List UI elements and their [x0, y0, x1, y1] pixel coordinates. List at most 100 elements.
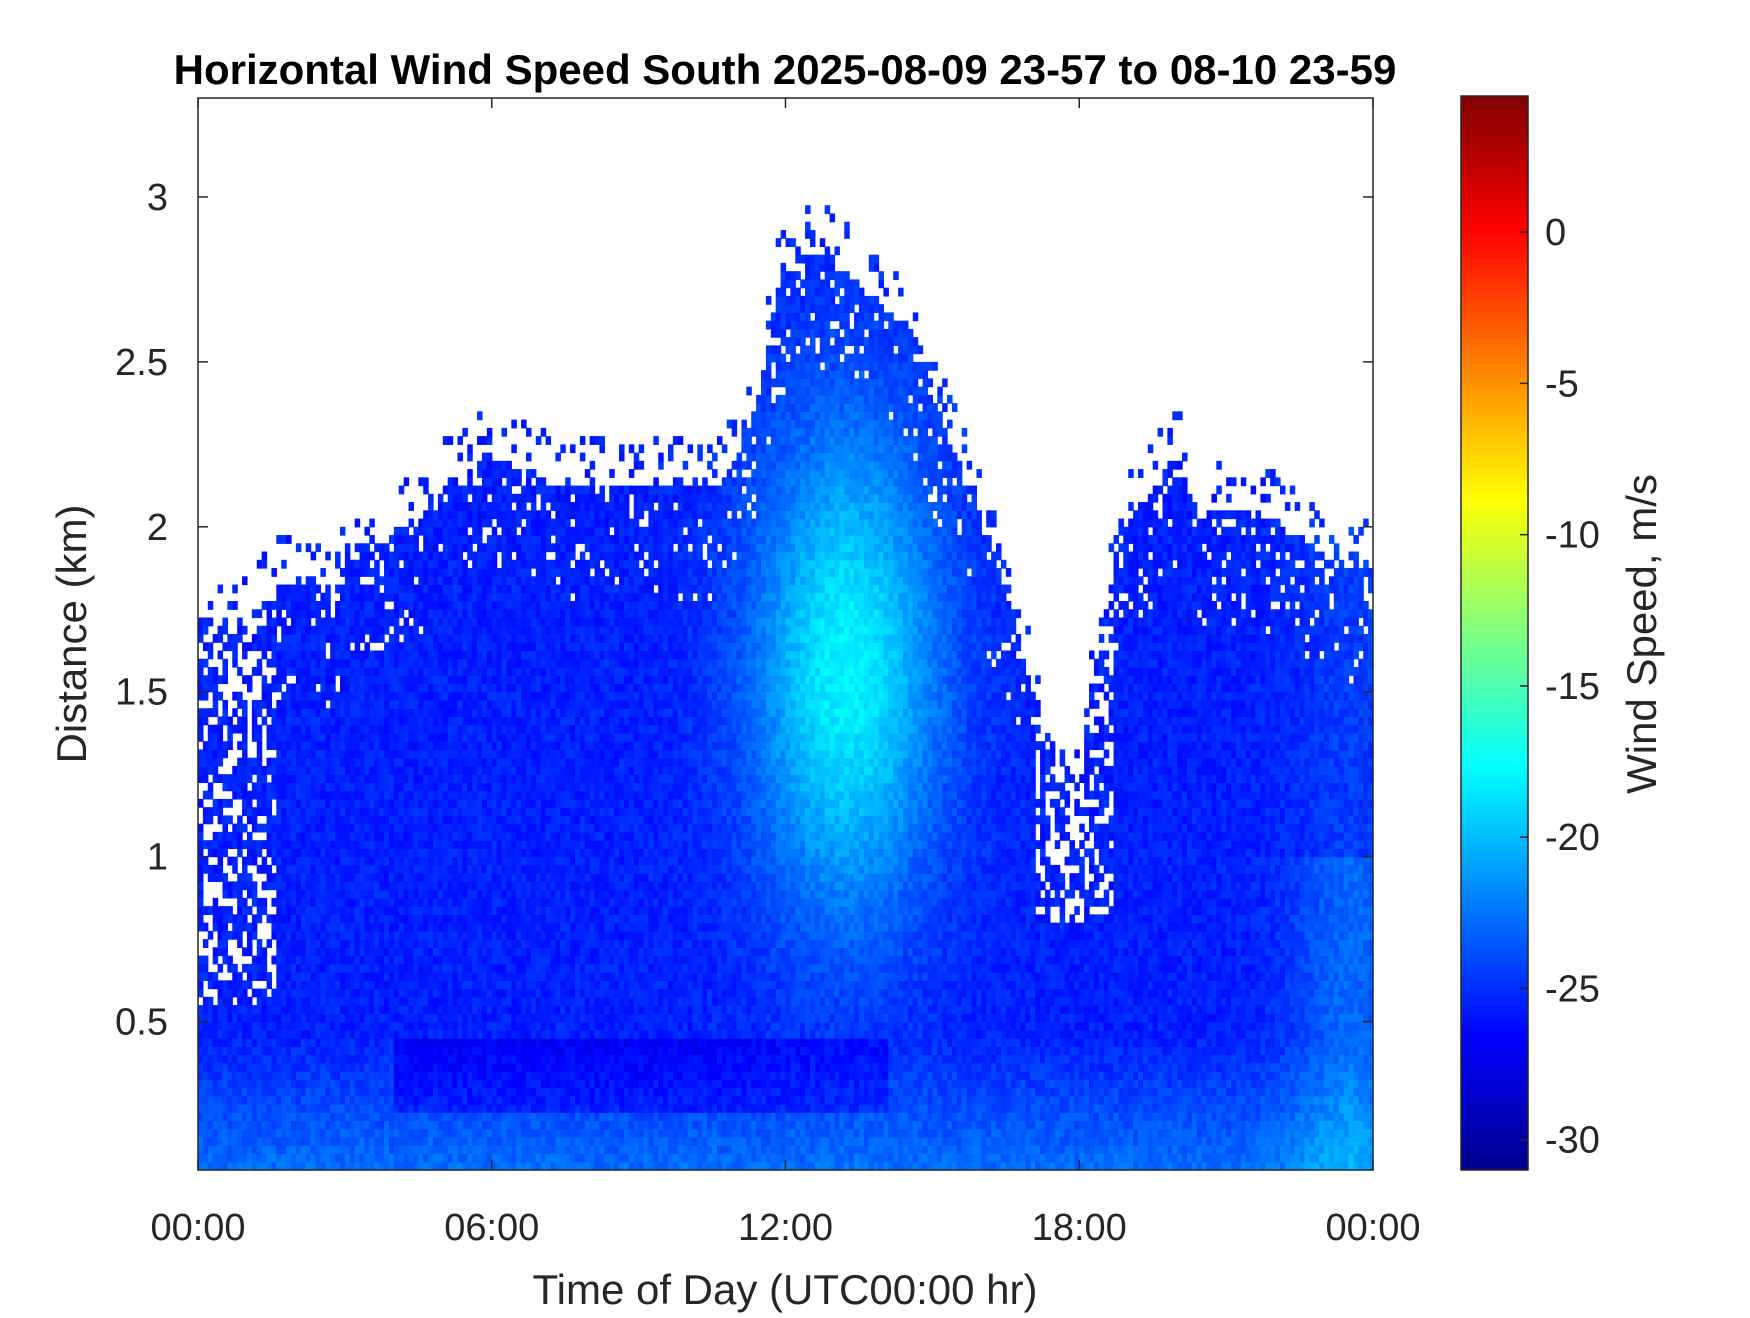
heatmap-cell — [481, 1079, 488, 1089]
heatmap-cell — [388, 1137, 395, 1146]
heatmap-cell — [217, 848, 224, 858]
heatmap-cell — [242, 922, 248, 932]
heatmap-cell — [452, 683, 459, 693]
heatmap-cell — [359, 609, 366, 619]
heatmap-cell — [222, 848, 228, 858]
heatmap-cell — [384, 741, 390, 751]
heatmap-cell — [506, 584, 512, 594]
heatmap-cell — [198, 1128, 204, 1138]
heatmap-cell — [437, 765, 444, 775]
heatmap-cell — [276, 1095, 282, 1105]
heatmap-cell — [526, 510, 532, 520]
heatmap-cell — [511, 469, 517, 478]
heatmap-cell — [349, 939, 356, 948]
heatmap-cell — [447, 543, 454, 553]
heatmap-cell — [310, 774, 317, 784]
heatmap-cell — [418, 584, 424, 594]
heatmap-cell — [212, 1029, 219, 1039]
heatmap-cell — [477, 1112, 483, 1122]
heatmap-cell — [359, 568, 366, 577]
heatmap-cell — [198, 906, 204, 915]
heatmap-cell — [491, 881, 498, 891]
heatmap-cell — [526, 601, 532, 610]
heatmap-cell — [364, 1161, 370, 1170]
heatmap-cell — [496, 1161, 503, 1170]
heatmap-cell — [295, 543, 302, 553]
heatmap-cell — [403, 601, 410, 610]
heatmap-cell — [433, 988, 439, 998]
heatmap-cell — [521, 493, 527, 503]
heatmap-cell — [393, 1054, 400, 1064]
heatmap-cell — [335, 831, 341, 841]
heatmap-cell — [457, 436, 463, 445]
heatmap-cell — [442, 1046, 449, 1056]
heatmap-cell — [349, 906, 356, 915]
heatmap-cell — [300, 881, 307, 891]
heatmap-cell — [256, 790, 263, 800]
heatmap-cell — [344, 716, 351, 726]
heatmap-cell — [486, 1087, 493, 1097]
heatmap-cell — [457, 988, 463, 998]
heatmap-cell — [305, 906, 312, 915]
heatmap-cell — [393, 947, 400, 957]
heatmap-cell — [491, 724, 498, 734]
heatmap-cell — [276, 1046, 282, 1056]
heatmap-cell — [398, 485, 405, 495]
heatmap-cell — [295, 749, 302, 759]
heatmap-cell — [486, 939, 493, 948]
heatmap-cell — [227, 831, 233, 841]
heatmap-cell — [300, 1137, 307, 1146]
heatmap-cell — [364, 1029, 370, 1039]
heatmap-cell — [374, 617, 380, 627]
heatmap-cell — [418, 1013, 424, 1023]
heatmap-cell — [423, 559, 429, 569]
heatmap-cell — [246, 1128, 253, 1138]
heatmap-cell — [256, 1038, 263, 1047]
heatmap-cell — [320, 774, 326, 784]
heatmap-cell — [442, 930, 449, 940]
heatmap-cell — [198, 823, 204, 833]
heatmap-cell — [369, 798, 375, 808]
heatmap-cell — [325, 757, 331, 767]
heatmap-cell — [364, 666, 370, 676]
heatmap-cell — [393, 741, 400, 751]
heatmap-cell — [467, 551, 473, 561]
heatmap-cell — [393, 930, 400, 940]
heatmap-cell — [339, 691, 346, 701]
heatmap-cell — [457, 625, 463, 635]
heatmap-cell — [398, 642, 405, 652]
heatmap-cell — [349, 691, 356, 701]
heatmap-cell — [320, 881, 326, 891]
heatmap-cell — [266, 1104, 273, 1113]
heatmap-cell — [496, 691, 503, 701]
heatmap-cell — [354, 1005, 361, 1014]
heatmap-cell — [462, 757, 468, 767]
heatmap-cell — [521, 1062, 527, 1072]
heatmap-cell — [423, 881, 429, 891]
heatmap-cell — [305, 1021, 312, 1031]
heatmap-cell — [526, 930, 532, 940]
heatmap-cell — [344, 642, 351, 652]
heatmap-cell — [496, 1095, 503, 1105]
heatmap-cell — [359, 815, 366, 825]
heatmap-cell — [437, 798, 444, 808]
heatmap-cell — [384, 1046, 390, 1056]
heatmap-cell — [423, 1079, 429, 1089]
heatmap-cell — [452, 617, 459, 627]
heatmap-cell — [310, 642, 317, 652]
heatmap-cell — [281, 732, 287, 742]
heatmap-cell — [364, 1005, 370, 1014]
heatmap-cell — [452, 980, 459, 990]
heatmap-cell — [413, 617, 419, 627]
heatmap-cell — [256, 840, 263, 849]
heatmap-cell — [403, 881, 410, 891]
heatmap-cell — [481, 568, 488, 577]
heatmap-cell — [251, 642, 258, 652]
heatmap-cell — [388, 1005, 395, 1014]
heatmap-cell — [462, 625, 468, 635]
heatmap-cell — [261, 782, 268, 792]
heatmap-cell — [379, 617, 385, 627]
heatmap-cell — [305, 675, 312, 685]
heatmap-cell — [447, 1046, 454, 1056]
heatmap-cell — [325, 897, 331, 907]
